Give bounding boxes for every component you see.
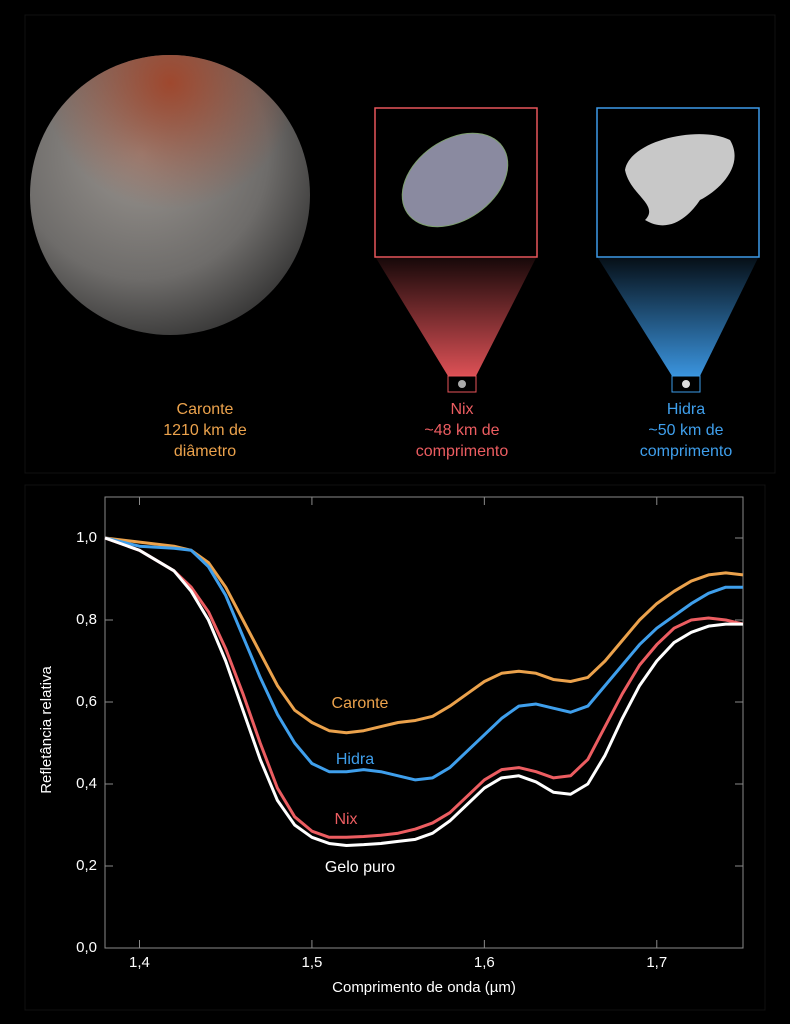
y-axis-label: Refletância relativa: [38, 666, 55, 794]
caption-line: comprimento: [416, 443, 509, 460]
series-label: Caronte: [332, 695, 389, 712]
x-tick-label: 1,5: [301, 954, 322, 971]
x-tick-label: 1,6: [474, 954, 495, 971]
hydra-beam: [598, 258, 758, 376]
caption-line: ~50 km de: [648, 422, 723, 439]
x-tick-label: 1,7: [646, 954, 667, 971]
series-line: [104, 536, 744, 839]
nix-box: [374, 107, 538, 258]
plot: 0,0 0,2 0,4 0,6 0,8 1,0 1,4 1,5 1,6 1,7 Caronte Hid…: [76, 497, 744, 971]
caption-line: Nix: [450, 401, 473, 418]
nix-beam: [376, 258, 536, 376]
series-line: [104, 536, 743, 847]
plot-frame: [104, 496, 744, 949]
caption-line: Hidra: [667, 401, 705, 418]
nix-image: [401, 132, 509, 228]
y-tick-label: 0,8: [76, 611, 97, 628]
x-tick-label: 1,4: [129, 954, 150, 971]
caption-line: diâmetro: [174, 443, 236, 460]
series-label: Hidra: [336, 751, 374, 768]
series-label: Nix: [334, 811, 357, 828]
series-label: Gelo puro: [325, 859, 395, 876]
caption-line: ~48 km de: [424, 422, 499, 439]
caption-line: Caronte: [177, 401, 234, 418]
y-tick-label: 0,6: [76, 693, 97, 710]
series-line: [104, 536, 743, 782]
hydra-image: [625, 134, 735, 226]
y-tick-label: 0,4: [76, 775, 97, 792]
nix-small: [458, 380, 466, 388]
chart-panel: [24, 484, 766, 1011]
y-tick-label: 0,2: [76, 857, 97, 874]
x-axis-label: Comprimento de onda (µm): [332, 979, 516, 996]
caption-line: 1210 km de: [163, 422, 247, 439]
series-line: [104, 536, 744, 735]
y-tick-label: 0,0: [76, 939, 97, 956]
caption-line: comprimento: [640, 443, 733, 460]
hydra-small: [682, 380, 690, 388]
y-tick-label: 1,0: [76, 529, 97, 546]
charon-cap: [30, 55, 310, 335]
